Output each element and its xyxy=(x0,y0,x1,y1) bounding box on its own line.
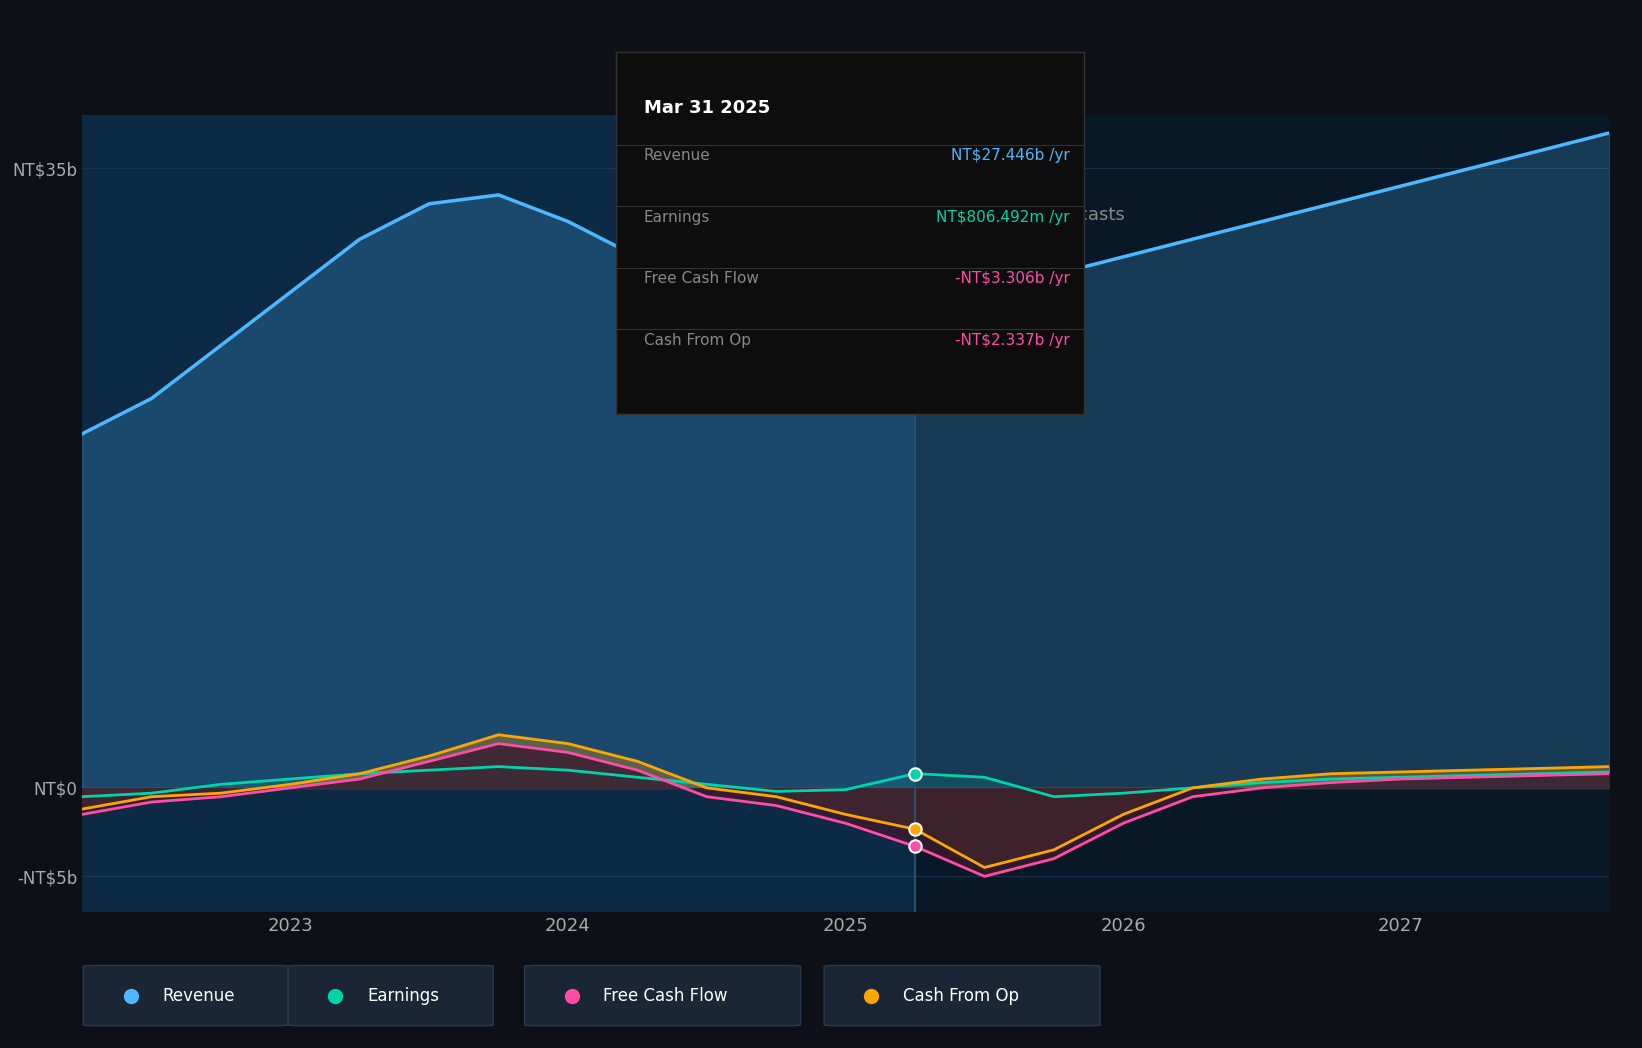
Point xyxy=(322,987,348,1004)
Text: NT$27.446b /yr: NT$27.446b /yr xyxy=(951,148,1069,163)
Text: Earnings: Earnings xyxy=(368,986,438,1005)
Text: Free Cash Flow: Free Cash Flow xyxy=(644,271,759,286)
Text: Revenue: Revenue xyxy=(163,986,235,1005)
Point xyxy=(901,821,928,837)
Point xyxy=(901,838,928,855)
Text: -NT$2.337b /yr: -NT$2.337b /yr xyxy=(956,332,1069,348)
Text: NT$806.492m /yr: NT$806.492m /yr xyxy=(936,210,1069,224)
Text: Mar 31 2025: Mar 31 2025 xyxy=(644,100,770,117)
Text: Free Cash Flow: Free Cash Flow xyxy=(604,986,727,1005)
FancyBboxPatch shape xyxy=(289,965,493,1026)
Text: Past: Past xyxy=(864,206,901,224)
Text: Revenue: Revenue xyxy=(644,148,711,163)
Text: Cash From Op: Cash From Op xyxy=(903,986,1020,1005)
Text: Analysts Forecasts: Analysts Forecasts xyxy=(957,206,1125,224)
Bar xyxy=(82,115,915,912)
Text: -NT$3.306b /yr: -NT$3.306b /yr xyxy=(954,271,1069,286)
Bar xyxy=(915,115,1609,912)
FancyBboxPatch shape xyxy=(824,965,1100,1026)
FancyBboxPatch shape xyxy=(525,965,801,1026)
FancyBboxPatch shape xyxy=(84,965,289,1026)
Point xyxy=(859,987,885,1004)
Text: Earnings: Earnings xyxy=(644,210,711,224)
Point xyxy=(901,293,928,310)
Point xyxy=(901,765,928,782)
Point xyxy=(118,987,144,1004)
Point xyxy=(558,987,585,1004)
Text: Cash From Op: Cash From Op xyxy=(644,332,750,348)
